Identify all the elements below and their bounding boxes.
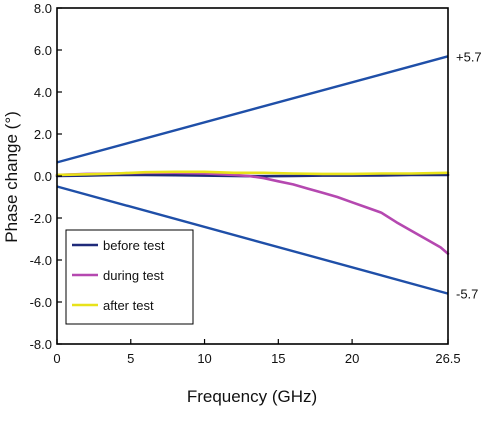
legend-label: after test — [103, 298, 154, 313]
series-line — [55, 170, 450, 177]
y-tick-label: 6.0 — [34, 43, 52, 58]
y-tick-label: 0.0 — [34, 169, 52, 184]
limit-line-label: -5.7 — [456, 287, 478, 302]
x-axis-title: Frequency (GHz) — [187, 387, 317, 406]
y-tick-label: -8.0 — [30, 337, 52, 352]
x-tick-label: 15 — [271, 351, 285, 366]
series-layer — [55, 170, 450, 255]
limit-line — [56, 185, 449, 295]
y-tick-label: 2.0 — [34, 127, 52, 142]
x-tick-label: 0 — [53, 351, 60, 366]
y-tick-label: 4.0 — [34, 85, 52, 100]
y-tick-label: -2.0 — [30, 211, 52, 226]
legend-label: during test — [103, 268, 164, 283]
y-tick-label: 8.0 — [34, 1, 52, 16]
y-tick-label: -6.0 — [30, 295, 52, 310]
axis-ticks: 8.0 6.0 4.0 2.0 0.0 -2.0 -4.0 -6.0 -8.00 5 10 15 20 2… — [30, 1, 461, 366]
limit-line — [56, 55, 449, 164]
y-axis-title: Phase change (°) — [2, 111, 21, 243]
y-tick-label: -4.0 — [30, 253, 52, 268]
x-tick-label: 10 — [197, 351, 211, 366]
legend: before test during test after test — [65, 229, 194, 325]
legend-label: before test — [103, 238, 165, 253]
x-tick-label: 5 — [127, 351, 134, 366]
limit-lines: +5.7 -5.7 — [56, 49, 482, 302]
x-tick-label: 26.5 — [435, 351, 460, 366]
limit-line-label: +5.7 — [456, 49, 482, 64]
x-tick-label: 20 — [345, 351, 359, 366]
